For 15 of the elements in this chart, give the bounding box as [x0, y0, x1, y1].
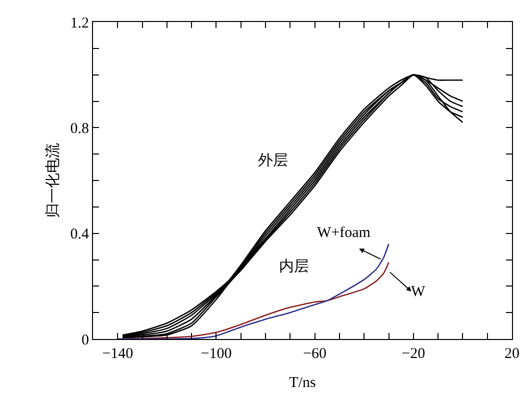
y-tick-label: 1.2	[70, 15, 89, 32]
x-axis-title: T/ns	[289, 375, 316, 391]
x-tick-label: −140	[102, 346, 134, 362]
annotation: W+foam	[317, 225, 371, 241]
x-tick-label: −60	[303, 346, 327, 362]
y-tick-label: 0	[82, 332, 89, 348]
y-axis-title: 归一化电流	[44, 143, 62, 218]
y-tick-label: 0.8	[70, 120, 89, 137]
x-tick-label: −100	[200, 346, 232, 362]
x-tick-label: −20	[402, 346, 426, 362]
x-tick-label: 20	[504, 346, 520, 362]
annotation: 内层	[279, 258, 309, 275]
annotation: W	[411, 284, 426, 300]
annotation: 外层	[258, 153, 288, 169]
y-tick-label: 0.4	[70, 226, 90, 243]
